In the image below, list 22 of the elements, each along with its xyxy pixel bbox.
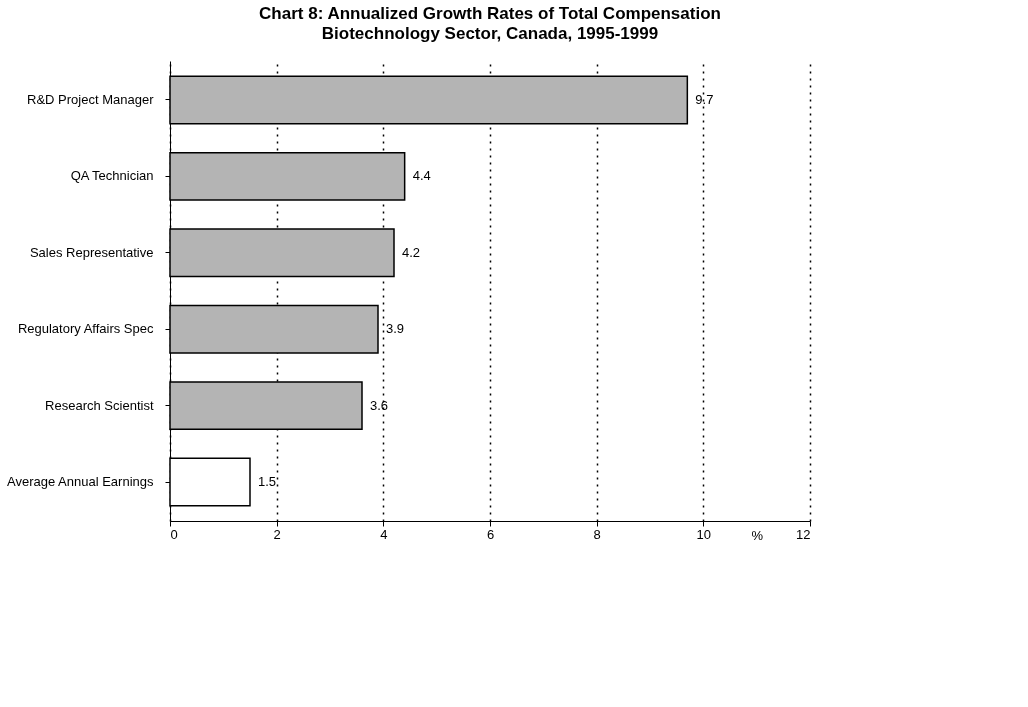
y-tick-label: Sales Representative bbox=[29, 244, 154, 260]
y-tick-label: Regulatory Affairs Spec bbox=[17, 321, 154, 337]
y-tick-label: QA Technician bbox=[70, 168, 154, 184]
data-label: 3.9 bbox=[386, 321, 405, 337]
y-tick-label: R&D Project Manager bbox=[27, 91, 155, 107]
data-label: 4.2 bbox=[402, 244, 421, 260]
x-tick-label: 2 bbox=[273, 526, 281, 542]
data-label: 3.6 bbox=[370, 397, 389, 413]
x-tick-label: 10 bbox=[696, 526, 712, 542]
x-tick-label: 4 bbox=[380, 526, 388, 542]
chart-title: Chart 8: Annualized Growth Rates of Total Compensation bbox=[259, 4, 721, 23]
x-tick-label: 0 bbox=[170, 526, 178, 542]
y-tick-label: Research Scientist bbox=[45, 397, 154, 413]
y-tick-label: Average Annual Earnings bbox=[7, 474, 154, 490]
x-tick-label: 8 bbox=[593, 526, 601, 542]
data-label: 1.5 bbox=[258, 474, 277, 490]
x-tick-label: 6 bbox=[486, 526, 495, 542]
x-tick-label: 12 bbox=[796, 526, 811, 542]
x-axis-title: % bbox=[751, 527, 764, 543]
chart-subtitle: Biotechnology Sector, Canada, 1995-1999 bbox=[321, 24, 659, 43]
data-label: 9.7 bbox=[695, 91, 714, 107]
data-label: 4.4 bbox=[412, 168, 431, 184]
